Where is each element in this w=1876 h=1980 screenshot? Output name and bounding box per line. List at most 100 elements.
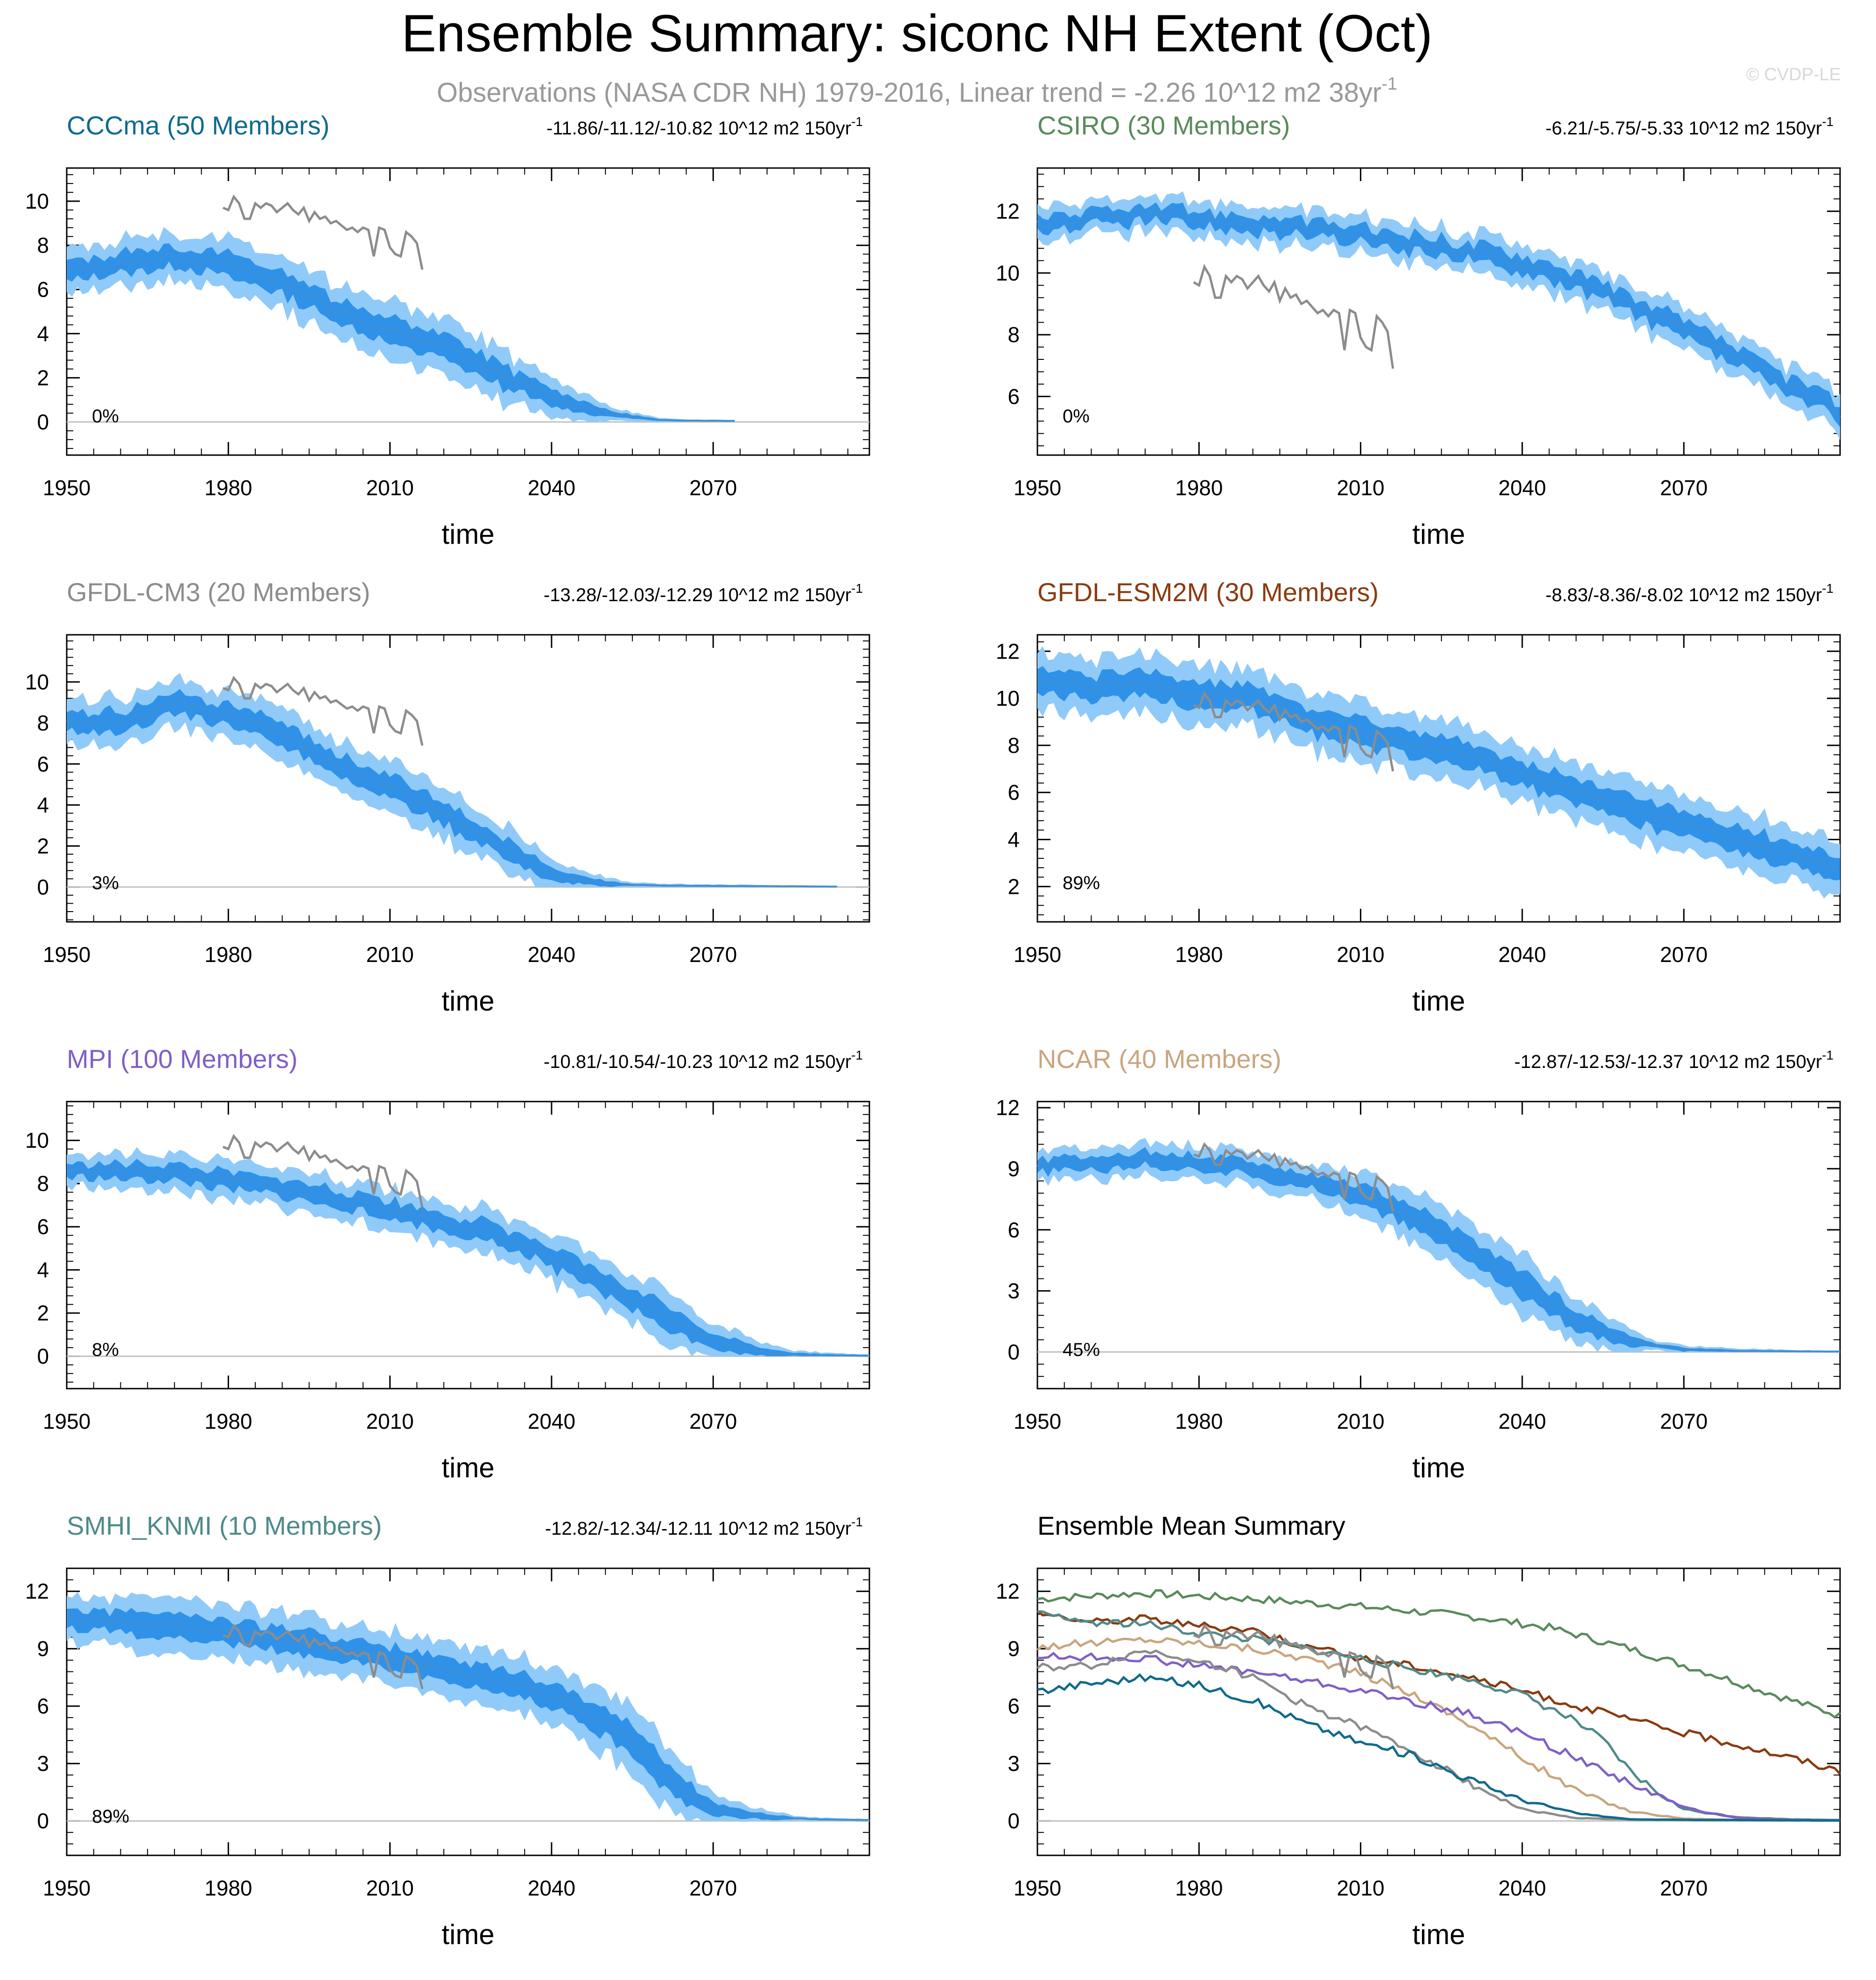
x-tick-label: 2010 [366,1876,413,1900]
x-axis-title: time [441,985,494,1017]
x-tick-label: 2070 [1660,1409,1708,1433]
y-tick-label: 0 [37,875,49,899]
y-tick-label: 2 [1008,874,1020,899]
x-axis-title: time [441,1452,494,1483]
y-tick-label: 12 [996,1579,1020,1603]
x-tick-label: 1950 [43,476,91,500]
x-tick-label: 1950 [43,1409,91,1433]
y-tick-label: 12 [996,639,1020,663]
y-tick-label: 9 [1008,1636,1020,1661]
panel-trend-text: -10.81/-10.54/-10.23 10^12 m2 150yr-1 [544,1048,863,1072]
x-axis-title: time [1412,985,1465,1017]
y-tick-label: 10 [996,686,1020,710]
panel-trend-value: -8.83/-8.36/-8.02 10^12 m2 150yr [1546,585,1822,605]
panel-trend-text: -13.28/-12.03/-12.29 10^12 m2 150yr-1 [544,581,863,605]
copyright-text: © CVDP-LE [1746,65,1841,84]
panel-trend-value: -13.28/-12.03/-12.29 10^12 m2 150yr [544,585,851,605]
x-tick-label: 1950 [1014,1876,1061,1900]
x-tick-label: 1950 [1014,476,1061,500]
x-tick-label: 2070 [689,476,737,500]
panel-trend-value: -6.21/-5.75/-5.33 10^12 m2 150yr [1546,118,1822,139]
y-tick-label: 10 [996,261,1020,285]
ensemble-mean-line [66,1166,869,1357]
x-tick-label: 1980 [1175,1876,1223,1900]
y-tick-label: 6 [37,1215,49,1239]
y-tick-label: 4 [37,322,49,346]
figure-subtitle: Observations (NASA CDR NH) 1979-2016, Li… [437,74,1397,108]
observation-line [1193,691,1394,772]
x-tick-label: 1950 [1014,942,1061,967]
x-tick-label: 2070 [1660,476,1708,500]
y-tick-label: 0 [1008,1340,1020,1364]
percent-label: 89% [1063,873,1100,893]
x-tick-label: 1950 [1014,1409,1061,1433]
y-tick-label: 4 [37,793,49,817]
panel-trend-value: -12.82/-12.34/-12.11 10^12 m2 150yr [545,1518,851,1539]
plot-frame [66,1101,870,1390]
x-tick-label: 1980 [204,476,252,500]
x-tick-label: 2010 [366,942,413,967]
panel-title: SMHI_KNMI (10 Members) [67,1511,382,1540]
ensemble-mean-line [1036,1152,1841,1353]
y-tick-label: 2 [37,834,49,858]
x-axis-title: time [441,1919,494,1950]
ensemble-mean-line [66,700,837,888]
plot-frame [1036,634,1841,923]
panel-trend-sup: -1 [851,1515,863,1529]
x-tick-label: 1950 [43,942,91,967]
y-tick-label: 6 [37,752,49,776]
x-tick-label: 2070 [689,1876,737,1900]
x-tick-label: 2040 [1498,476,1546,500]
y-tick-label: 9 [37,1636,49,1661]
x-tick-label: 2010 [1337,1876,1384,1900]
panel-title: GFDL-CM3 (20 Members) [67,577,370,607]
panel-GFDL-ESM2M: 1950 1980 2010 2040 2070 2 4 6 8 10 12 GFDL-ESM2M (… [996,577,1841,1017]
panel-trend-sup: -1 [851,114,863,129]
y-tick-label: 0 [37,410,49,434]
plot-frame [66,167,870,456]
panel-trend-text: -8.83/-8.36/-8.02 10^12 m2 150yr-1 [1546,581,1834,605]
observation-line [222,675,424,746]
observation-line [222,194,424,270]
panel-title: GFDL-ESM2M (30 Members) [1037,577,1379,607]
y-tick-label: 8 [1008,323,1020,347]
y-tick-label: 12 [25,1579,49,1603]
x-tick-label: 1980 [1175,476,1223,500]
panel-trend-value: -11.86/-11.12/-10.82 10^12 m2 150yr [546,118,851,139]
y-tick-label: 2 [37,365,49,390]
y-tick-label: 12 [996,199,1020,224]
x-tick-label: 2040 [1498,1409,1546,1433]
y-tick-label: 10 [25,1128,49,1152]
percent-label: 8% [92,1340,119,1360]
panel-trend-sup: -1 [851,1048,863,1062]
y-tick-label: 0 [37,1344,49,1369]
panel-trend-value: -10.81/-10.54/-10.23 10^12 m2 150yr [544,1052,851,1072]
x-tick-label: 2070 [689,1409,737,1433]
percent-label: 3% [92,873,119,893]
percent-label: 89% [92,1806,129,1827]
y-tick-label: 8 [1008,733,1020,758]
ensemble-mean-line [1037,679,1841,871]
y-tick-label: 2 [37,1301,49,1325]
ensemble-mean-line [1036,207,1841,418]
observation-line [222,1134,424,1208]
observation-line [222,1623,424,1689]
x-tick-label: 1980 [204,1876,252,1900]
ensemble-mean-line [66,1615,870,1821]
y-tick-label: 4 [37,1258,49,1282]
y-tick-label: 3 [1008,1279,1020,1303]
x-tick-label: 2040 [528,1409,575,1433]
summary-line-CCCma [1037,1673,1841,1822]
y-tick-label: 9 [1008,1157,1020,1181]
x-tick-label: 2040 [528,1876,575,1900]
y-tick-label: 12 [996,1095,1020,1120]
x-axis-title: time [1412,519,1465,550]
panel-title: NCAR (40 Members) [1037,1044,1281,1074]
ensemble-iqr-band [1037,666,1840,881]
x-tick-label: 2040 [528,476,575,500]
y-tick-label: 6 [1008,1218,1020,1242]
ensemble-range-band [1037,191,1840,440]
x-axis-title: time [441,519,494,550]
